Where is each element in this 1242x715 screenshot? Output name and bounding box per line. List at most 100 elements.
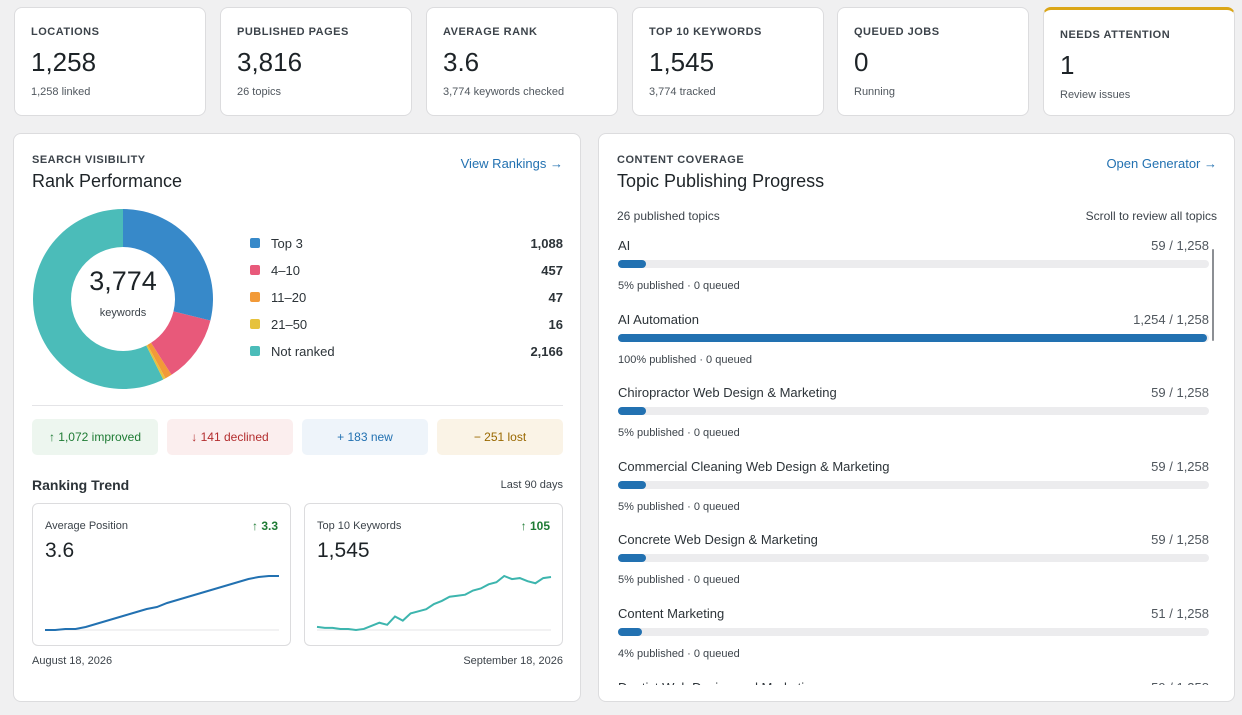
topic-note: 100% published · 0 queued: [618, 353, 752, 366]
summary: 26 published topics: [617, 209, 720, 223]
progress-bar: [618, 480, 646, 489]
view-rankings-link[interactable]: View Rankings →: [460, 156, 563, 171]
progress-track: [618, 333, 1209, 342]
topic-note: 5% published · 0 queued: [618, 280, 740, 292]
progress-bar: [618, 333, 1208, 342]
legend-swatch: [250, 292, 260, 302]
sparkline: [316, 574, 552, 632]
topic-name: Content Marketing: [618, 606, 725, 621]
topic-row: Concrete Web Design & Marketing 59 / 1,25…: [617, 530, 1209, 600]
stat-value: 1,545: [649, 47, 715, 77]
sparkline-card: Average Position ↑ 3.3 3.6: [32, 503, 291, 646]
stat-card: AVERAGE RANK 3.6 3,774 keywords checked: [426, 7, 618, 116]
trend-title: Ranking Trend: [32, 477, 130, 493]
stat-value: 1: [1060, 50, 1075, 80]
spark-delta: ↑ 105: [520, 519, 550, 533]
sparkline: [45, 575, 279, 631]
end-date: September 18, 2026: [463, 655, 563, 667]
change-pill: ↓ 141 declined: [167, 419, 293, 455]
topic-note: 4% published · 0 queued: [618, 648, 740, 660]
topic-count: 59 / 1,258: [1151, 458, 1209, 474]
spark-value: 1,545: [317, 539, 370, 562]
donut-segment: [123, 209, 213, 321]
progress-track: [618, 480, 1209, 489]
spark-label: Average Position: [45, 520, 128, 532]
legend-value: 457: [541, 263, 563, 278]
donut-total: 3,774: [89, 266, 157, 296]
progress-bar: [618, 628, 642, 636]
topic-count: 1,254 / 1,258: [1133, 311, 1209, 327]
open-generator-link[interactable]: Open Generator →: [1106, 156, 1217, 171]
donut-segment: [146, 344, 166, 380]
topic-row: Commercial Cleaning Web Design & Marketi…: [617, 457, 1209, 527]
coverage-panel: CONTENT COVERAGE Topic Publishing Progre…: [598, 133, 1235, 702]
topic-row: Content Marketing 51 / 1,258 4% published …: [617, 604, 1209, 674]
stat-label: NEEDS ATTENTION: [1060, 29, 1171, 41]
stat-label: QUEUED JOBS: [854, 26, 940, 38]
progress-bar: [618, 407, 646, 416]
progress-bar: [618, 554, 646, 563]
topic-count: 59 / 1,258: [1151, 680, 1209, 685]
topic-name: AI Automation: [618, 311, 699, 327]
stat-card: TOP 10 KEYWORDS 1,545 3,774 tracked: [632, 7, 824, 116]
change-pill: ↑ 1,072 improved: [32, 419, 158, 455]
panel-title: Topic Publishing Progress: [617, 171, 825, 191]
topic-count: 59 / 1,258: [1151, 532, 1209, 548]
topic-count: 51 / 1,258: [1151, 606, 1209, 621]
stat-value: 1,258: [31, 47, 97, 77]
visibility-panel: SEARCH VISIBILITY Rank Performance View …: [13, 133, 581, 702]
divider: [32, 405, 563, 406]
stat-value: 3.6: [443, 47, 480, 77]
topic-note: 5% published · 0 queued: [618, 427, 740, 440]
stat-note: 26 topics: [237, 86, 282, 98]
stat-label: AVERAGE RANK: [443, 26, 538, 38]
change-pill: + 183 new: [302, 419, 428, 455]
legend-value: 16: [548, 317, 563, 332]
change-pill: − 251 lost: [437, 419, 563, 455]
donut: 3,774 keywords: [33, 209, 213, 389]
stat-note: 3,774 keywords checked: [443, 86, 565, 98]
stat-card: PUBLISHED PAGES 3,816 26 topics: [220, 7, 412, 116]
stat-label: TOP 10 KEYWORDS: [649, 26, 762, 38]
topic-count: 59 / 1,258: [1151, 238, 1209, 253]
topic-row: AI Automation 1,254 / 1,258 100% published…: [617, 310, 1209, 380]
stat-note: 1,258 linked: [31, 86, 91, 98]
topic-count: 59 / 1,258: [1151, 385, 1209, 401]
panel-title: Rank Performance: [32, 171, 183, 191]
stat-label: LOCATIONS: [31, 26, 100, 38]
stat-card: QUEUED JOBS 0 Running: [837, 7, 1029, 116]
topic-note: 5% published · 0 queued: [618, 500, 740, 513]
spark-label: Top 10 Keywords: [317, 520, 402, 532]
topic-name: Dentist Web Design and Marketing: [618, 680, 819, 685]
topic-row: AI 59 / 1,258 5% published · 0 queued: [617, 236, 1209, 306]
stat-note: Review issues: [1060, 89, 1131, 101]
stat-card: LOCATIONS 1,258 1,258 linked: [14, 7, 206, 116]
scroll-hint: Scroll to review all topics: [1085, 209, 1217, 223]
sparkline-card: Top 10 Keywords ↑ 105 1,545: [304, 503, 563, 646]
stat-value: 0: [854, 47, 869, 77]
topic-name: Chiropractor Web Design & Marketing: [618, 385, 837, 401]
donut-segment: [151, 311, 211, 375]
legend-value: 47: [548, 290, 563, 305]
scrollbar: [1212, 249, 1214, 341]
progress-track: [618, 554, 1209, 563]
legend-swatch: [250, 265, 260, 275]
stat-label: PUBLISHED PAGES: [237, 26, 349, 38]
legend-label: 4–10: [271, 263, 300, 278]
donut-unit: keywords: [100, 307, 147, 319]
legend-label: 11–20: [271, 290, 307, 305]
trend-period: Last 90 days: [500, 479, 563, 491]
topic-name: AI: [618, 238, 631, 253]
topic-list[interactable]: AI 59 / 1,258 5% published · 0 queued AI Au…: [617, 236, 1223, 685]
stat-value: 3,816: [237, 47, 303, 77]
legend-swatch: [250, 238, 260, 248]
legend-label: 21–50: [271, 317, 308, 332]
eyebrow: CONTENT COVERAGE: [617, 154, 745, 166]
donut-segment: [147, 342, 172, 379]
stat-card: NEEDS ATTENTION 1 Review issues: [1043, 7, 1235, 116]
stat-note: Running: [854, 86, 895, 98]
legend-value: 2,166: [530, 344, 563, 359]
topic-row: Dentist Web Design and Marketing 59 / 1,2…: [617, 678, 1209, 685]
